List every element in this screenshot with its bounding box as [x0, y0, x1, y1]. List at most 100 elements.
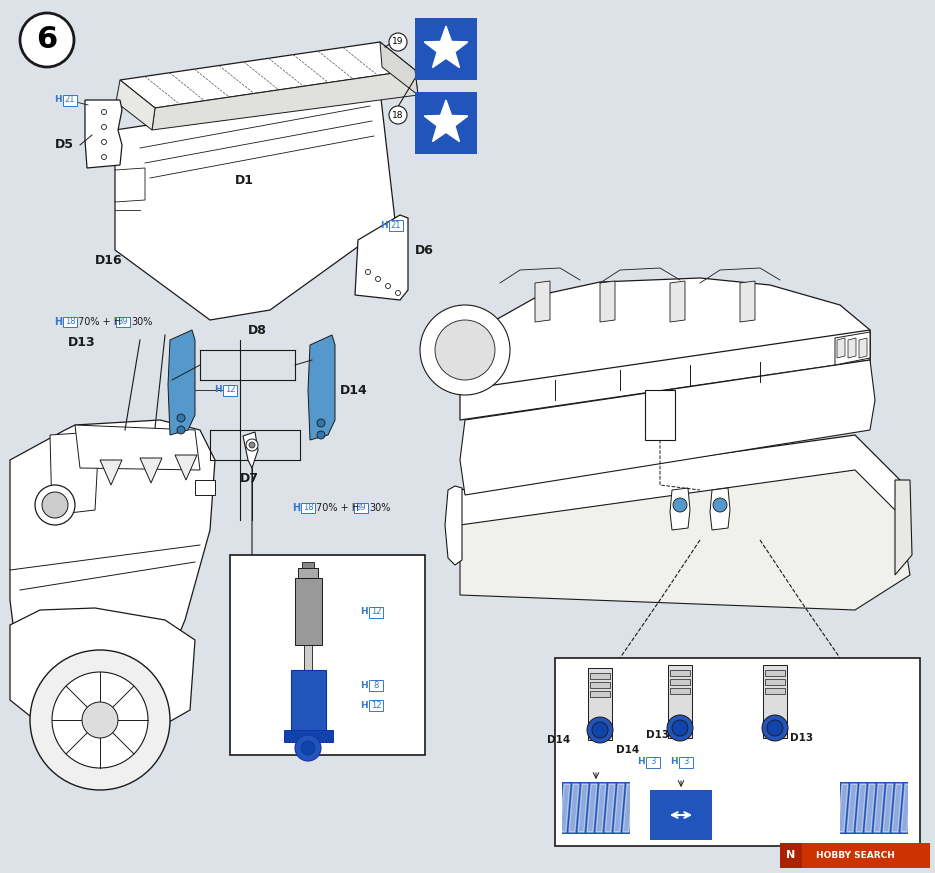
Polygon shape [883, 784, 893, 832]
Circle shape [389, 33, 407, 51]
Text: 18: 18 [303, 504, 313, 512]
Text: D13: D13 [646, 730, 669, 740]
Text: 6: 6 [36, 25, 58, 54]
Circle shape [366, 270, 370, 274]
Bar [650, 790, 712, 840]
Polygon shape [115, 90, 395, 320]
Polygon shape [380, 42, 418, 95]
Text: H: H [214, 386, 222, 395]
Polygon shape [85, 100, 122, 168]
Polygon shape [847, 784, 857, 832]
Bar [840, 782, 908, 834]
Text: 30%: 30% [131, 317, 152, 327]
Polygon shape [740, 281, 755, 322]
Text: D16: D16 [95, 253, 122, 266]
Polygon shape [569, 784, 579, 832]
Text: H: H [54, 95, 62, 105]
Polygon shape [865, 784, 875, 832]
Bar [389, 219, 403, 230]
Text: 21: 21 [391, 221, 401, 230]
Polygon shape [874, 784, 884, 832]
Text: 30%: 30% [369, 503, 391, 513]
Polygon shape [856, 784, 866, 832]
Bar [223, 384, 237, 395]
Polygon shape [460, 470, 910, 610]
Polygon shape [460, 330, 870, 420]
Text: 3: 3 [651, 758, 655, 766]
Bar [369, 679, 383, 691]
Polygon shape [645, 390, 675, 440]
Polygon shape [596, 784, 606, 832]
Bar [301, 503, 315, 513]
Circle shape [102, 140, 107, 145]
Text: H: H [360, 608, 368, 616]
Circle shape [177, 414, 185, 422]
Polygon shape [304, 645, 312, 670]
Text: D1: D1 [235, 174, 254, 187]
Polygon shape [243, 432, 258, 468]
Circle shape [102, 155, 107, 160]
Bar [116, 317, 130, 327]
Polygon shape [116, 80, 155, 130]
Polygon shape [535, 281, 550, 322]
Circle shape [52, 672, 148, 768]
Polygon shape [295, 578, 322, 645]
Polygon shape [355, 215, 408, 300]
Text: H: H [292, 503, 300, 513]
Polygon shape [859, 338, 867, 358]
Polygon shape [445, 486, 462, 565]
Polygon shape [710, 488, 730, 530]
Text: 12: 12 [371, 700, 381, 710]
Polygon shape [424, 100, 468, 141]
Circle shape [246, 439, 258, 451]
Polygon shape [670, 670, 690, 676]
Polygon shape [168, 330, 195, 435]
Bar [63, 94, 77, 106]
Polygon shape [670, 488, 690, 530]
Polygon shape [892, 784, 902, 832]
Circle shape [295, 735, 321, 761]
Polygon shape [424, 26, 468, 67]
Circle shape [389, 106, 407, 124]
Circle shape [667, 715, 693, 741]
Text: D13: D13 [68, 335, 95, 348]
Text: HOBBY SEARCH: HOBBY SEARCH [815, 850, 895, 860]
Text: 19: 19 [393, 38, 404, 46]
Polygon shape [614, 784, 624, 832]
Circle shape [396, 291, 400, 295]
Bar [369, 699, 383, 711]
Polygon shape [455, 435, 910, 580]
Polygon shape [100, 460, 122, 485]
Text: D8: D8 [248, 324, 266, 336]
Circle shape [713, 498, 727, 512]
Text: 39: 39 [118, 318, 128, 327]
Circle shape [420, 305, 510, 395]
Text: 70% + H: 70% + H [316, 503, 359, 513]
Polygon shape [590, 691, 610, 697]
Polygon shape [895, 480, 912, 575]
Polygon shape [587, 784, 597, 832]
Polygon shape [835, 332, 870, 365]
Polygon shape [284, 730, 333, 742]
Bar [369, 607, 383, 617]
Polygon shape [195, 480, 215, 495]
Polygon shape [578, 784, 588, 832]
Polygon shape [75, 425, 200, 470]
Polygon shape [765, 688, 785, 694]
Polygon shape [605, 784, 615, 832]
Bar [780, 843, 802, 868]
Polygon shape [175, 455, 197, 480]
Polygon shape [901, 784, 911, 832]
Polygon shape [50, 432, 98, 515]
Text: H: H [381, 221, 388, 230]
Polygon shape [765, 670, 785, 676]
Circle shape [82, 702, 118, 738]
Bar [780, 843, 930, 868]
Polygon shape [623, 784, 633, 832]
Polygon shape [140, 458, 162, 483]
Polygon shape [10, 608, 195, 735]
Text: 18: 18 [65, 318, 76, 327]
Bar [63, 317, 77, 327]
Polygon shape [838, 784, 848, 832]
Text: H: H [54, 317, 62, 327]
